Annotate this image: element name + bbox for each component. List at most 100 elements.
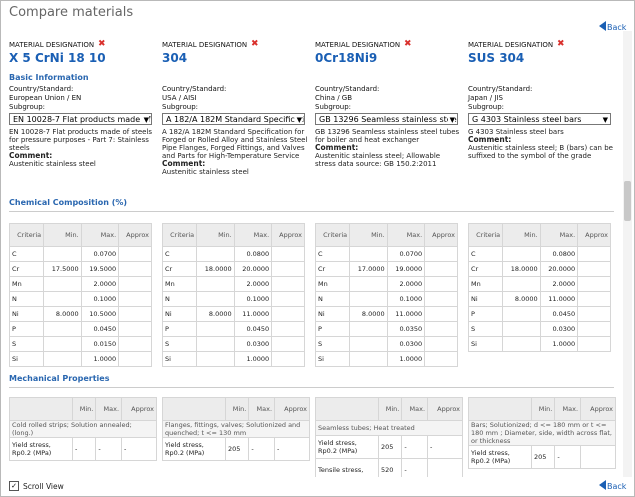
column-header: Min. <box>377 397 403 421</box>
column-header: Min. <box>71 397 97 421</box>
cell: 8.0000 <box>349 306 388 322</box>
cell <box>196 246 235 262</box>
subgroup-select[interactable]: G 4303 Stainless steel bars ▼ <box>468 113 611 125</box>
section-basic: Basic Information <box>9 73 89 82</box>
description-block: G 4303 Stainless steel bars Comment: Auste… <box>468 128 616 160</box>
cell <box>43 351 82 367</box>
column-header: Max. <box>248 397 276 421</box>
cell: Yield stress, Rp0.2 (MPa) <box>9 437 73 461</box>
cell: Tensile stress, <box>315 458 379 477</box>
property-row: Tensile stress, 520- <box>315 458 463 477</box>
column-header: Approx <box>580 397 616 421</box>
cell: 8.0000 <box>502 291 541 307</box>
group-label: Flanges, fittings, valves; Solutionized … <box>162 420 310 438</box>
cell: 205 <box>530 445 556 469</box>
cell: - <box>71 437 97 461</box>
cell <box>349 276 388 292</box>
element-row: Ni 8.0000 11.0000 <box>161 306 305 322</box>
dropdown-arrow: ▼ <box>141 114 149 124</box>
material-name: SUS 304 <box>468 51 525 65</box>
cell <box>43 291 82 307</box>
cell <box>196 321 235 337</box>
scroll-view-label[interactable]: Scroll View <box>23 482 64 491</box>
chemical-table: Criteria Min. Max. Approx C 0.0800 Cr 18.0000 20… <box>161 223 305 367</box>
cell <box>580 445 616 469</box>
element-row: C 0.0700 <box>8 246 152 262</box>
corner-cell <box>162 397 226 421</box>
element-row: N 0.1000 <box>8 291 152 307</box>
designation-label: MATERIAL DESIGNATION <box>162 41 248 49</box>
cell <box>502 246 541 262</box>
cell: C <box>314 246 351 262</box>
element-row: Ni 8.0000 10.5000 <box>8 306 152 322</box>
cell <box>577 336 611 352</box>
header-row: Min. Max. Approx <box>468 397 616 421</box>
cell: 0.0350 <box>386 321 426 337</box>
cell <box>196 336 235 352</box>
back-link-bottom[interactable]: Back <box>607 482 627 491</box>
cell: - <box>274 437 310 461</box>
cell <box>427 458 463 477</box>
cell: - <box>401 458 429 477</box>
cell: 20.0000 <box>233 261 273 277</box>
section-rule <box>9 387 614 388</box>
remove-icon: ✖ <box>404 39 412 49</box>
header-row: Criteria Min. Max. Approx <box>8 223 152 247</box>
cell: Ni <box>314 306 351 322</box>
cell: - <box>95 437 123 461</box>
subgroup-select[interactable]: A 182/A 182M Standard Specification for … <box>162 113 305 125</box>
cell <box>196 276 235 292</box>
column-header: Min. <box>502 223 541 247</box>
back-link[interactable]: Back <box>607 23 627 32</box>
country-label: Country/Standard: <box>468 85 533 93</box>
cell <box>271 246 305 262</box>
element-row: P 0.0450 <box>467 306 611 322</box>
element-row: Cr 18.0000 20.0000 <box>161 261 305 277</box>
cell <box>196 351 235 367</box>
cell <box>424 276 458 292</box>
back-icon[interactable] <box>599 21 606 31</box>
cell <box>577 291 611 307</box>
element-row: C 0.0700 <box>314 246 458 262</box>
cell: 1.0000 <box>233 351 273 367</box>
element-row: Mn 2.0000 <box>314 276 458 292</box>
column-header: Min. <box>224 397 250 421</box>
cell: - <box>401 435 429 459</box>
column-header: Criteria <box>314 223 351 247</box>
property-row: Yield stress, Rp0.2 (MPa) - - - <box>9 437 157 461</box>
column-header: Min. <box>43 223 82 247</box>
scroll-checkbox[interactable]: ✓ <box>9 481 19 491</box>
column-header: Max. <box>95 397 123 421</box>
cell <box>118 276 152 292</box>
element-row: Cr 17.5000 19.5000 <box>8 261 152 277</box>
scrollbar-track <box>623 31 632 477</box>
cell: 0.0700 <box>80 246 120 262</box>
cell: 0.0300 <box>539 321 579 337</box>
cell <box>118 336 152 352</box>
country-value: European Union / EN <box>9 94 82 102</box>
back-icon[interactable] <box>599 480 606 490</box>
country-value: China / GB <box>315 94 353 102</box>
comment: Austenitic stainless steel <box>9 160 96 168</box>
cell: 11.0000 <box>386 306 426 322</box>
cell: 0.0450 <box>539 306 579 322</box>
subgroup-select[interactable]: EN 10028-7 Flat products made of steels … <box>9 113 152 125</box>
cell: Si <box>161 351 198 367</box>
element-row: Cr 17.0000 19.0000 <box>314 261 458 277</box>
subgroup-select[interactable]: GB 13296 Seamless stainless steel tubes … <box>315 113 458 125</box>
header-row: Min. Max. Approx <box>9 397 157 421</box>
corner-cell <box>468 397 532 421</box>
cell: Mn <box>161 276 198 292</box>
column-header: Max. <box>554 397 582 421</box>
cell: Si <box>314 351 351 367</box>
property-row: Yield stress, Rp0.2 (MPa) 205- - <box>315 435 463 459</box>
cell: 0.0450 <box>80 321 120 337</box>
designation-label: MATERIAL DESIGNATION <box>9 41 95 49</box>
column-header: Criteria <box>467 223 504 247</box>
scrollbar-thumb[interactable] <box>624 181 631 221</box>
subgroup-label: Subgroup: <box>162 103 199 111</box>
cell: Cr <box>467 261 504 277</box>
header-row: Min. Max. Approx <box>315 397 463 421</box>
mechanical-table: Min. Max. Approx Bars; Solutionized; d <= 1… <box>468 397 616 469</box>
section-chemical: Chemical Composition (%) <box>9 198 128 207</box>
